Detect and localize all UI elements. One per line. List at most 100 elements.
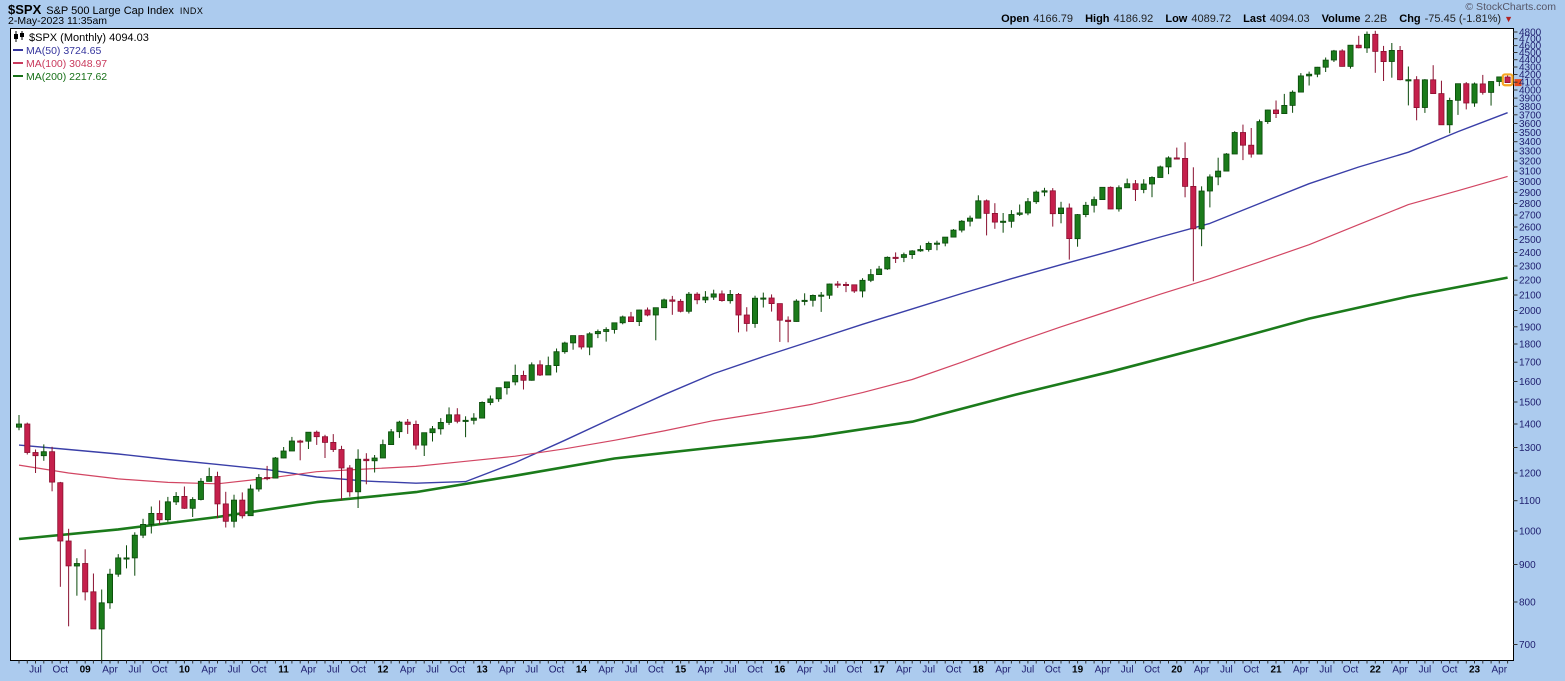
svg-text:Oct: Oct [1144, 665, 1160, 676]
ma-label: MA(100) 3048.97 [26, 58, 108, 70]
svg-text:3700: 3700 [1519, 110, 1542, 121]
index-name: S&P 500 Large Cap Index [46, 5, 174, 17]
svg-text:2800: 2800 [1519, 199, 1542, 210]
svg-text:Jul: Jul [29, 665, 42, 676]
legend-ma-item-0: MA(50) 3724.65 [13, 45, 149, 58]
ma-line-swatch [13, 75, 23, 77]
svg-text:14: 14 [576, 665, 588, 676]
svg-text:Jul: Jul [228, 665, 241, 676]
svg-text:3100: 3100 [1519, 167, 1542, 178]
chart-legend: $SPX (Monthly) 4094.03 MA(50) 3724.65 MA(… [13, 31, 149, 84]
legend-series-row: $SPX (Monthly) 4094.03 [13, 31, 149, 45]
svg-text:Oct: Oct [53, 665, 69, 676]
svg-text:2300: 2300 [1519, 262, 1542, 273]
svg-text:Jul: Jul [724, 665, 737, 676]
svg-text:16: 16 [774, 665, 786, 676]
svg-text:Apr: Apr [995, 665, 1011, 676]
svg-text:1000: 1000 [1519, 527, 1542, 538]
svg-text:Jul: Jul [823, 665, 836, 676]
svg-text:Oct: Oct [1045, 665, 1061, 676]
ma-label: MA(200) 2217.62 [26, 71, 108, 83]
svg-text:4400: 4400 [1519, 55, 1542, 66]
open-label: Open [1001, 13, 1030, 25]
svg-text:4300: 4300 [1519, 63, 1542, 74]
svg-text:900: 900 [1519, 560, 1536, 571]
svg-text:Jul: Jul [128, 665, 141, 676]
svg-text:3600: 3600 [1519, 119, 1542, 130]
svg-text:Oct: Oct [549, 665, 565, 676]
svg-text:1500: 1500 [1519, 398, 1542, 409]
legend-ma-item-1: MA(100) 3048.97 [13, 58, 149, 71]
svg-text:11: 11 [278, 665, 289, 676]
high-value: 4186.92 [1113, 13, 1154, 25]
svg-text:2200: 2200 [1519, 276, 1542, 287]
svg-text:Apr: Apr [1095, 665, 1111, 676]
svg-text:2500: 2500 [1519, 235, 1542, 246]
low-label: Low [1165, 13, 1188, 25]
svg-text:3400: 3400 [1519, 137, 1542, 148]
svg-text:Jul: Jul [1319, 665, 1332, 676]
ma-label: MA(50) 3724.65 [26, 45, 102, 57]
svg-text:700: 700 [1519, 640, 1536, 651]
last-value: 4094.03 [1269, 13, 1310, 25]
svg-text:Apr: Apr [1492, 665, 1508, 676]
svg-text:10: 10 [179, 665, 191, 676]
svg-text:2700: 2700 [1519, 211, 1542, 222]
svg-text:22: 22 [1370, 665, 1382, 676]
svg-text:Oct: Oct [1243, 665, 1259, 676]
svg-text:Jul: Jul [1022, 665, 1035, 676]
svg-text:21: 21 [1270, 665, 1282, 676]
current-candle-highlight [1501, 73, 1514, 87]
svg-text:4800: 4800 [1519, 28, 1542, 39]
svg-text:Apr: Apr [201, 665, 217, 676]
svg-text:Oct: Oct [251, 665, 267, 676]
svg-text:Oct: Oct [747, 665, 763, 676]
svg-text:3900: 3900 [1519, 94, 1542, 105]
svg-text:Jul: Jul [525, 665, 538, 676]
svg-text:18: 18 [973, 665, 985, 676]
svg-text:Oct: Oct [1442, 665, 1458, 676]
svg-text:Oct: Oct [946, 665, 962, 676]
svg-text:Apr: Apr [400, 665, 416, 676]
svg-text:3500: 3500 [1519, 128, 1542, 139]
svg-text:Oct: Oct [648, 665, 664, 676]
chart-header: $SPX S&P 500 Large Cap Index INDX [8, 1, 203, 19]
svg-text:Jul: Jul [1419, 665, 1432, 676]
volume-value: 2.2B [1364, 13, 1388, 25]
stockcharts-copyright: © StockCharts.com [1465, 1, 1556, 13]
chart-datetime: 2-May-2023 11:35am [8, 15, 108, 27]
svg-text:Oct: Oct [847, 665, 863, 676]
svg-text:Apr: Apr [598, 665, 614, 676]
svg-text:Apr: Apr [698, 665, 714, 676]
svg-text:Oct: Oct [450, 665, 466, 676]
svg-text:13: 13 [477, 665, 489, 676]
svg-text:2000: 2000 [1519, 306, 1542, 317]
exchange-label: INDX [179, 6, 204, 16]
legend-series-label: $SPX (Monthly) 4094.03 [29, 32, 149, 44]
svg-text:3300: 3300 [1519, 147, 1542, 158]
svg-text:Oct: Oct [350, 665, 366, 676]
svg-text:Oct: Oct [1343, 665, 1359, 676]
svg-text:2100: 2100 [1519, 291, 1542, 302]
high-label: High [1085, 13, 1110, 25]
svg-text:Jul: Jul [426, 665, 439, 676]
chg-value: -75.45 (-1.81%) [1424, 13, 1502, 25]
svg-text:Apr: Apr [1293, 665, 1309, 676]
svg-text:4100: 4100 [1519, 78, 1542, 89]
last-price-axis-marker [1514, 79, 1522, 87]
plot-area [10, 28, 1514, 661]
svg-text:4000: 4000 [1519, 86, 1542, 97]
symbol-label: $SPX [8, 2, 42, 17]
svg-text:3200: 3200 [1519, 157, 1542, 168]
svg-text:15: 15 [675, 665, 687, 676]
svg-text:4200: 4200 [1519, 70, 1542, 81]
svg-text:09: 09 [80, 665, 92, 676]
svg-text:1900: 1900 [1519, 322, 1542, 333]
svg-text:Apr: Apr [102, 665, 118, 676]
svg-text:Apr: Apr [797, 665, 813, 676]
last-label: Last [1243, 13, 1266, 25]
svg-text:Jul: Jul [625, 665, 638, 676]
svg-text:4700: 4700 [1519, 34, 1542, 45]
